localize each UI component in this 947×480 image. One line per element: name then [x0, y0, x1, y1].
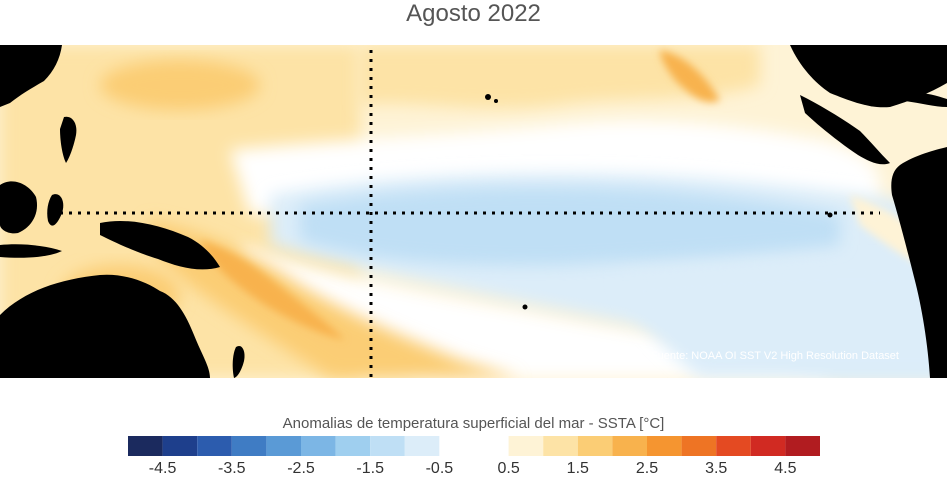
colorbar-tick-label: 2.5: [635, 460, 659, 477]
colorbar-bin: [750, 436, 786, 456]
warm-hotspot-northeast: [660, 50, 720, 103]
colorbar-bin: [543, 436, 578, 456]
land-hawaii-2: [494, 99, 498, 103]
land-new-zealand: [232, 345, 245, 378]
land-sulawesi: [47, 194, 64, 226]
map-title: Agosto 2022: [406, 0, 541, 27]
colorbar-bin: [612, 436, 647, 456]
land-borneo: [0, 181, 38, 234]
land-mexico: [800, 95, 890, 165]
colorbar-tick-label: 3.5: [705, 460, 728, 477]
land-pacific-islet: [522, 304, 528, 310]
cool-patch-southeast: [620, 263, 947, 378]
colorbar-tick-label: -2.5: [287, 460, 315, 477]
warm-core-south: [200, 240, 345, 340]
colorbar-bin: [404, 436, 440, 456]
colorbar-bin: [231, 436, 267, 456]
land-pacific-islet-2: [827, 212, 833, 218]
warm-patch-west-1: [100, 60, 260, 110]
colorbar-bin: [335, 436, 371, 456]
colorbar-bin: [301, 436, 336, 456]
land-java: [0, 244, 62, 258]
warm-band-north: [360, 45, 760, 109]
ssta-map: [0, 45, 947, 378]
colorbar-bin: [439, 436, 509, 456]
colorbar-bin: [716, 436, 751, 456]
colorbar-bin: [785, 436, 820, 456]
colorbar-bin: [197, 436, 232, 456]
colorbar-bin: [508, 436, 544, 456]
colorbar: [128, 436, 820, 456]
land-north-america: [790, 45, 947, 108]
colorbar-tick-label: -0.5: [425, 460, 454, 477]
colorbar-tick-label: 4.5: [774, 460, 797, 477]
cold-tongue-core: [300, 187, 840, 266]
land-new-guinea: [100, 220, 220, 270]
land-masses: [0, 45, 947, 378]
warm-coastal-strip: [850, 195, 920, 265]
land-cuba: [905, 92, 947, 107]
colorbar-bin: [647, 436, 682, 456]
colorbar-bin: [370, 436, 405, 456]
land-south-america: [891, 147, 947, 378]
colorbar-tick-label: -4.5: [148, 460, 177, 477]
colorbar-tick-label: -1.5: [356, 460, 384, 477]
colorbar-bin: [128, 436, 163, 456]
data-source-credit: Fuente: NOAA OI SST V2 High Resolution D…: [650, 350, 899, 362]
colorbar-bin: [162, 436, 198, 456]
colorbar-bin: [577, 436, 613, 456]
land-asia: [0, 45, 62, 107]
land-philippines: [60, 116, 77, 163]
colorbar-tick-label: 1.5: [566, 460, 589, 477]
colorbar-title: Anomalias de temperatura superficial del…: [282, 415, 665, 432]
land-hawaii: [485, 94, 491, 100]
colorbar-tick-label: -3.5: [218, 460, 246, 477]
colorbar-tick-label: 0.5: [497, 460, 520, 477]
land-australia: [0, 274, 210, 378]
colorbar-bin: [266, 436, 301, 456]
colorbar-bin: [681, 436, 717, 456]
